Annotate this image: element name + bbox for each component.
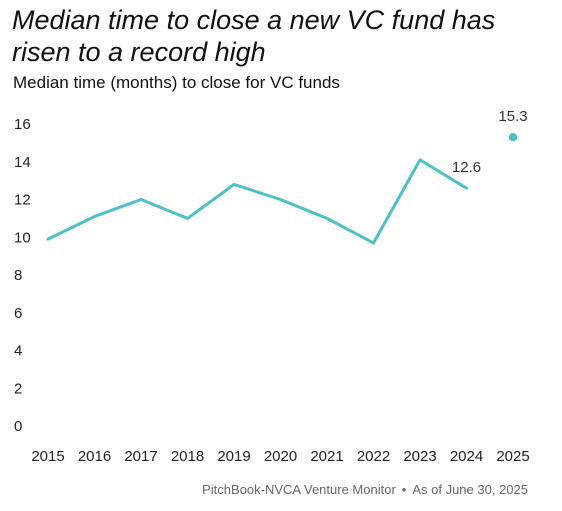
as-of-date: As of June 30, 2025	[412, 482, 528, 497]
footer-separator: •	[401, 482, 407, 497]
y-tick-label: 2	[14, 380, 22, 397]
x-tick-label: 2017	[124, 448, 157, 465]
y-tick-label: 6	[14, 305, 22, 322]
data-point	[508, 133, 518, 142]
y-tick-label: 10	[14, 229, 31, 246]
y-tick-label: 12	[14, 192, 31, 209]
source-footer: PitchBook-NVCA Venture Monitor • As of Jun…	[202, 481, 528, 499]
y-tick-label: 4	[14, 343, 22, 360]
chart-title: Median time to close a new VC fund has r…	[12, 5, 496, 67]
y-tick-label: 14	[14, 154, 31, 171]
x-tick-label: 2019	[217, 448, 250, 465]
y-tick-label: 16	[14, 116, 31, 133]
data-label: 15.3	[498, 108, 527, 125]
y-tick-label: 8	[14, 267, 22, 284]
series-layer	[46, 133, 518, 245]
chart-subtitle: Median time (months) to close for VC fun…	[13, 73, 340, 92]
x-tick-label: 2015	[31, 448, 64, 465]
data-label: 12.6	[452, 159, 481, 176]
x-tick-label: 2018	[171, 448, 204, 465]
x-tick-label: 2021	[310, 448, 343, 465]
x-tick-label: 2016	[78, 448, 111, 465]
y-tick-label: 0	[14, 418, 22, 435]
x-axis-ticks: 2015 2016 2017 2018 2019 2020 2021 2022 2023 2024…	[31, 448, 529, 465]
x-tick-label: 2020	[264, 448, 297, 465]
x-tick-label: 2022	[357, 448, 390, 465]
x-tick-label: 2025	[496, 448, 529, 465]
series-line	[46, 158, 468, 245]
y-axis-ticks: 0 2 4 6 8 10 12 14 16	[14, 116, 31, 435]
x-tick-label: 2023	[403, 448, 436, 465]
data-labels: 12.6 15.3	[452, 108, 528, 176]
source-text: PitchBook-NVCA Venture Monitor	[202, 482, 396, 497]
x-tick-label: 2024	[450, 448, 483, 465]
